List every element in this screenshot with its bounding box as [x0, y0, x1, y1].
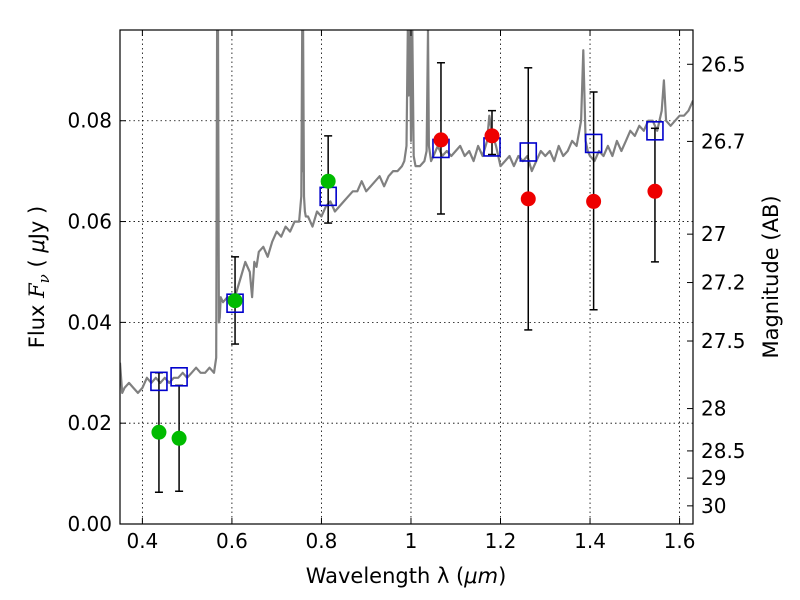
x-tick-label: 0.8 — [306, 529, 338, 553]
plot-frame — [119, 29, 694, 525]
red-photometry-point — [484, 128, 500, 144]
y-tick-label: 0.02 — [67, 411, 112, 435]
y2-axis-title: Magnitude (AB) — [759, 195, 783, 358]
y2-tick-label: 28.5 — [701, 439, 746, 463]
red-photometry-point — [520, 191, 536, 207]
x-tick-label: 1 — [405, 529, 418, 553]
red-photometry-point — [586, 193, 602, 209]
spectrum-line — [120, 30, 693, 394]
x-tick-label: 1.4 — [574, 529, 606, 553]
model-fluxes-square — [170, 367, 188, 387]
model-spectrum — [120, 30, 693, 394]
green-photometry-point — [227, 293, 243, 309]
green-photometry-point — [320, 173, 336, 189]
x-tick-label: 0.6 — [216, 529, 248, 553]
green-photometry-point — [171, 430, 187, 446]
y2-tick-label: 26.7 — [701, 129, 746, 153]
green-photometry-point — [151, 424, 167, 440]
red-photometry-point — [647, 183, 663, 199]
y2-tick-label: 27.5 — [701, 329, 746, 353]
y2-tick-label: 28 — [701, 397, 726, 421]
model-fluxes-square — [584, 133, 603, 154]
y-tick-label: 0.04 — [67, 310, 112, 334]
y-tick-label: 0.06 — [67, 210, 112, 234]
data-points — [150, 62, 664, 493]
y2-tick-label: 30 — [701, 494, 726, 518]
y-tick-label: 0.00 — [67, 512, 112, 536]
y2-tick-label: 29 — [701, 466, 726, 490]
x-tick-label: 0.4 — [126, 529, 158, 553]
x-tick-label: 1.2 — [485, 529, 517, 553]
y-tick-label: 0.08 — [67, 109, 112, 133]
model-fluxes-square — [646, 121, 664, 141]
y2-tick-label: 27 — [701, 222, 726, 246]
axis-ticks: 0.4 0.6 0.8 1 1.2 1.4 1.6 0.00 0.02 0.04 0.06 0.08 2… — [67, 30, 746, 553]
y-axis-title: Flux Fν ( μJy ) — [25, 206, 53, 348]
y2-tick-label: 27.2 — [701, 271, 746, 295]
red-photometry-point — [433, 132, 449, 148]
x-tick-label: 1.6 — [664, 529, 696, 553]
model-fluxes-square — [150, 371, 168, 392]
y2-tick-label: 26.5 — [701, 52, 746, 76]
model-fluxes-square — [519, 142, 538, 162]
x-axis-title: Wavelength λ (μm) — [306, 564, 507, 588]
